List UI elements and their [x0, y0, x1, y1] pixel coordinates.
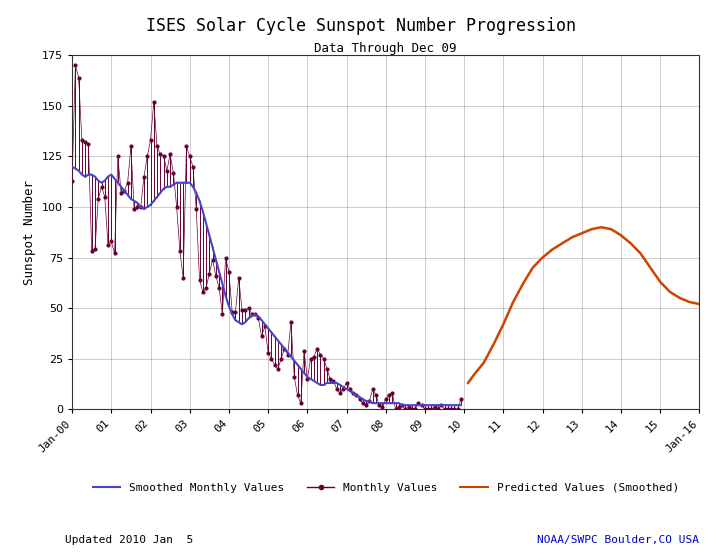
Text: NOAA/SWPC Boulder,CO USA: NOAA/SWPC Boulder,CO USA — [537, 535, 699, 545]
Legend: Smoothed Monthly Values, Monthly Values, Predicted Values (Smoothed): Smoothed Monthly Values, Monthly Values,… — [88, 478, 684, 497]
Y-axis label: Sunspot Number: Sunspot Number — [23, 180, 36, 285]
Text: ISES Solar Cycle Sunspot Number Progression: ISES Solar Cycle Sunspot Number Progress… — [146, 17, 575, 35]
Title: Data Through Dec 09: Data Through Dec 09 — [314, 42, 457, 55]
Text: Updated 2010 Jan  5: Updated 2010 Jan 5 — [65, 535, 193, 545]
